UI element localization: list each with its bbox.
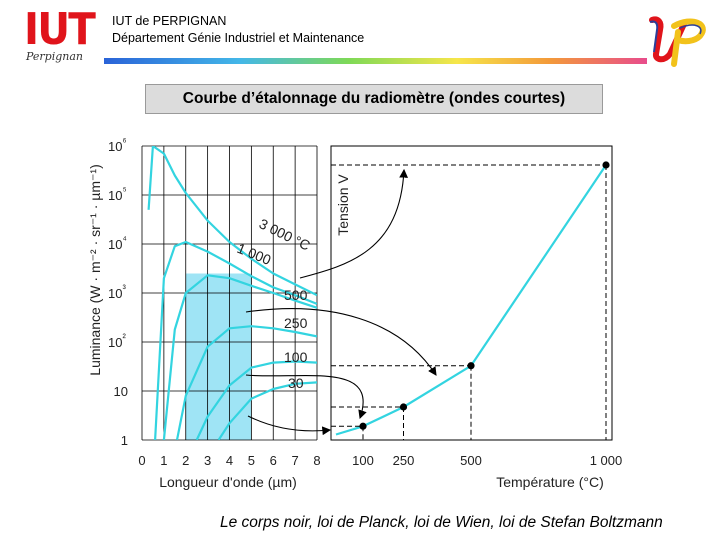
calibration-frame xyxy=(330,145,613,441)
calibration-chart: 100 250 500 1 000 Température (°C) Tension V xyxy=(330,145,623,490)
calibration-point xyxy=(602,161,610,169)
y-tick-label: 10 xyxy=(114,384,128,399)
curve-label: 100 xyxy=(284,349,308,365)
y-tick-label: 10⁵ xyxy=(108,186,127,203)
slide-title: Courbe d’étalonnage du radiomètre (ondes… xyxy=(182,90,566,107)
slide-title-box: Courbe d’étalonnage du radiomètre (ondes… xyxy=(145,84,603,114)
connector-arrow xyxy=(299,168,409,279)
y-axis-label: Tension V xyxy=(335,174,351,236)
slide-caption: Le corps noir, loi de Planck, loi de Wie… xyxy=(220,514,663,531)
connector-arrow xyxy=(245,374,367,420)
series-curve-1 xyxy=(195,360,317,440)
y-tick-label: 10² xyxy=(108,333,126,350)
iut-logo-script: Perpignan xyxy=(26,50,84,63)
series-curve-5 xyxy=(147,146,317,297)
y-axis-label: Luminance (W · m⁻² · sr⁻¹ · µm⁻¹) xyxy=(87,164,103,375)
iut-logo: IUT Perpignan xyxy=(24,4,96,68)
institution-name: IUT de PERPIGNAN xyxy=(112,14,227,28)
series-curve-3 xyxy=(162,274,317,440)
curve-label: 250 xyxy=(284,315,308,331)
curve-label: 30 xyxy=(288,375,304,391)
series-curve-0 xyxy=(217,381,317,440)
x-tick-label: 2 xyxy=(182,453,189,468)
x-tick-label: 0 xyxy=(138,453,145,468)
band-highlight xyxy=(185,273,252,440)
series-curve-4 xyxy=(154,240,317,440)
x-tick-label: 1 000 xyxy=(590,453,623,468)
x-tick-label: 1 xyxy=(160,453,167,468)
iut-logo-letters: IUT xyxy=(24,4,96,55)
department-name: Département Génie Industriel et Maintena… xyxy=(112,31,365,45)
curve-label: 500 xyxy=(284,287,308,303)
connector-arrow xyxy=(245,308,437,376)
x-tick-label: 250 xyxy=(393,453,415,468)
x-tick-label: 4 xyxy=(226,453,233,468)
x-tick-label: 100 xyxy=(352,453,374,468)
x-axis-label: Longueur d'onde (µm) xyxy=(159,474,297,490)
x-axis-label: Température (°C) xyxy=(496,474,604,490)
series-curve-2 xyxy=(175,325,317,440)
y-tick-label: 10⁶ xyxy=(108,137,127,154)
y-tick-label: 10³ xyxy=(108,284,126,301)
header-rainbow-bar xyxy=(104,58,647,64)
x-tick-label: 500 xyxy=(460,453,482,468)
y-tick-label: 10⁴ xyxy=(108,235,127,252)
calibration-point xyxy=(399,403,408,411)
calibration-point xyxy=(467,362,475,370)
calibration-point xyxy=(359,422,367,430)
x-tick-label: 5 xyxy=(248,453,255,468)
x-tick-label: 8 xyxy=(313,453,320,468)
x-tick-label: 7 xyxy=(292,453,299,468)
x-tick-label: 6 xyxy=(270,453,277,468)
y-tick-label: 1 xyxy=(121,433,128,448)
up-logo: UP xyxy=(649,16,706,67)
connector-arrow xyxy=(247,415,332,436)
x-tick-label: 3 xyxy=(204,453,211,468)
connector-arrows xyxy=(245,168,437,436)
curve-label: 3 000 °C xyxy=(257,215,313,253)
